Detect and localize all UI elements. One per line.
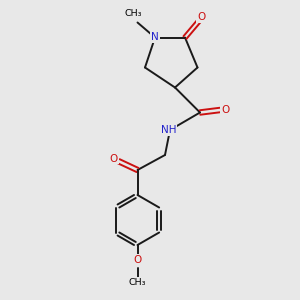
Text: O: O [110,154,118,164]
Text: O: O [197,13,206,22]
Text: CH₃: CH₃ [125,9,142,18]
Text: CH₃: CH₃ [129,278,146,287]
Text: O: O [221,105,229,115]
Text: N: N [151,32,159,43]
Text: O: O [134,255,142,265]
Text: NH: NH [161,125,176,135]
